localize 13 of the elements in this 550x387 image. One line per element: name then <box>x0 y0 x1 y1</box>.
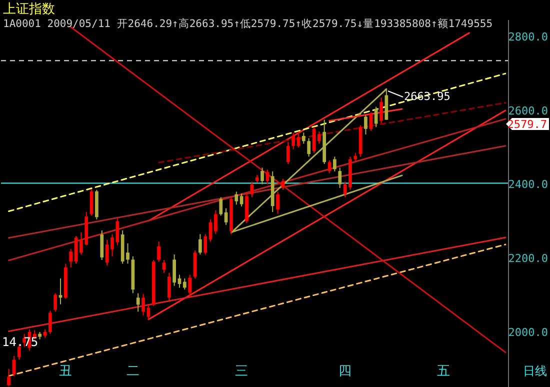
y-tick-label: 2400.0 <box>508 178 548 192</box>
x-tick-label: 三 <box>235 364 248 379</box>
y-tick-label: 2800.0 <box>508 30 548 44</box>
x-tick-label: 二 <box>126 364 140 379</box>
y-tick-label: 2000.0 <box>508 326 548 339</box>
x-tick-label: 丑 <box>59 364 72 379</box>
chart-title: 上证指数 <box>3 2 55 17</box>
y-tick-label: 2600.0 <box>508 104 548 118</box>
x-tick-label: 五 <box>436 364 450 379</box>
y-tick-label: 2200.0 <box>508 252 548 265</box>
text: 日线 <box>523 364 547 378</box>
x-tick-label: 四 <box>338 364 352 379</box>
chart-subtitle: 1A0001 2009/05/11 开2646.29↑高2663.95↑低2579.75↑收2579.75↓量193385808↑额1749555 <box>3 17 493 30</box>
